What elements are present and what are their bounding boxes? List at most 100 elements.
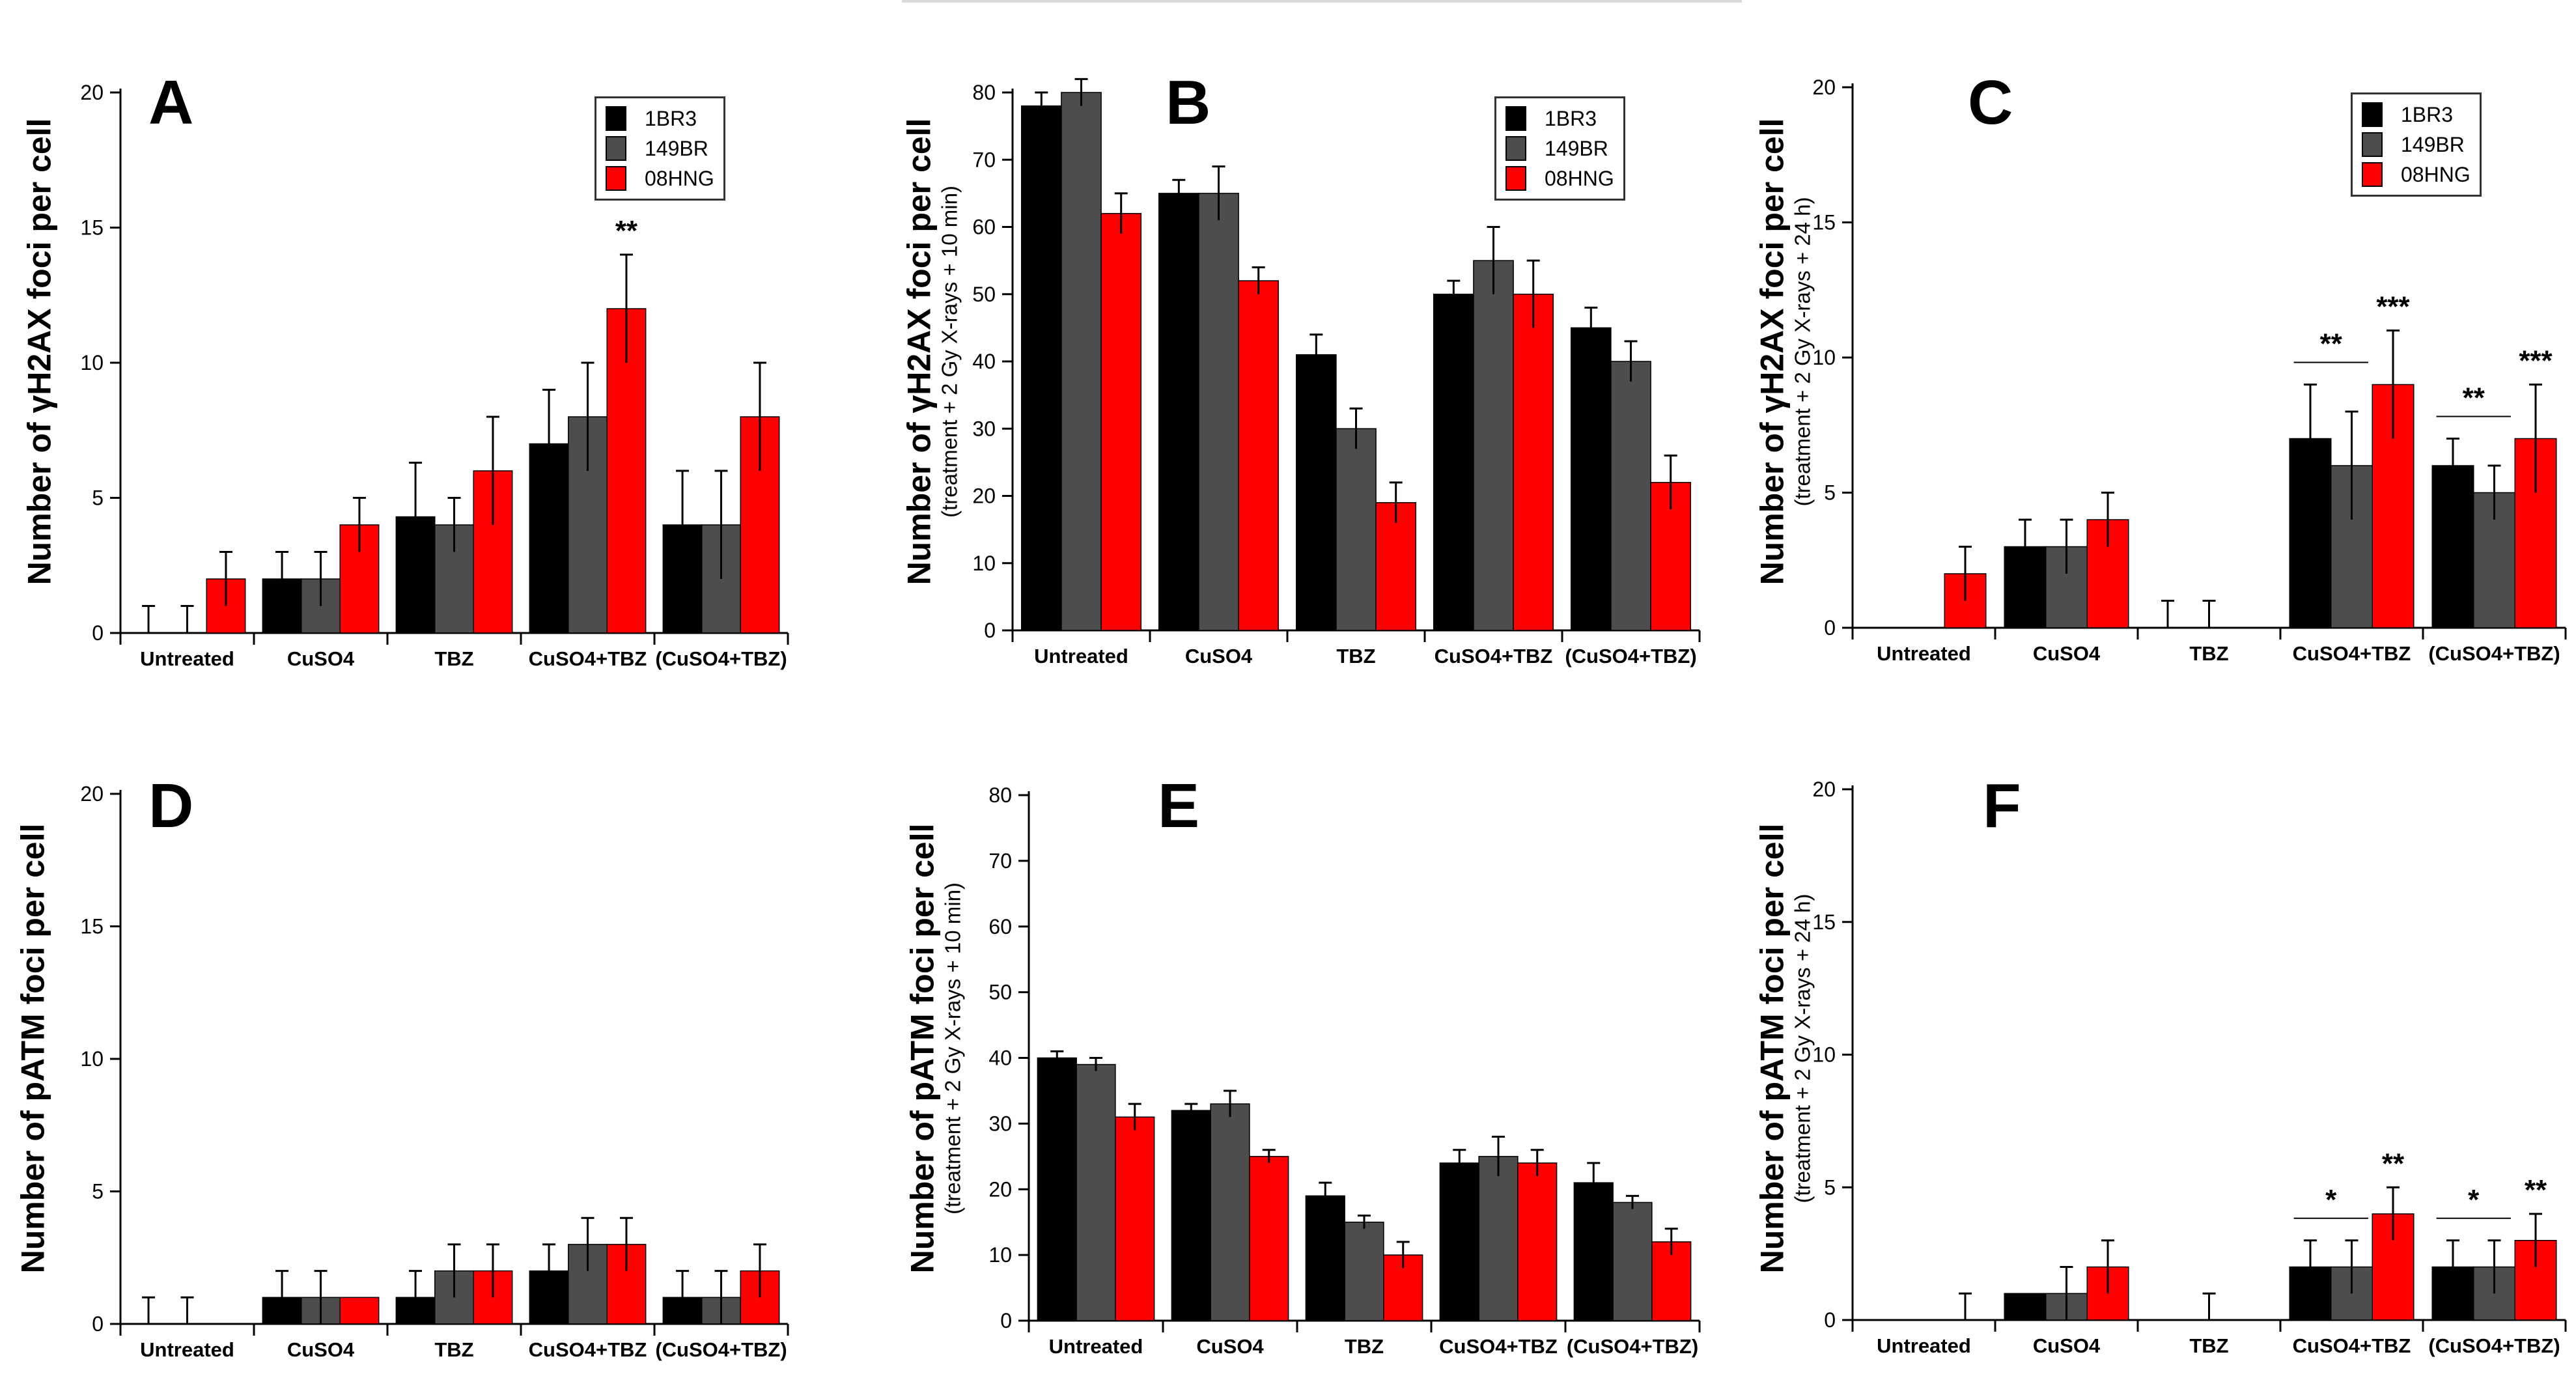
panel-f: Number of pATM foci per cell (treatment … — [1719, 710, 2576, 1391]
y-tick-label: 5 — [1824, 1175, 1836, 1199]
x-tick-label: (CuSO4+TBZ) — [2428, 642, 2560, 665]
x-tick-label: TBZ — [434, 647, 473, 670]
panel-e-letter: E — [1158, 771, 1200, 841]
significance-marker: * — [2325, 1184, 2337, 1216]
bar — [1375, 502, 1417, 631]
significance-marker: ** — [2320, 328, 2343, 360]
bar — [339, 1297, 380, 1325]
y-tick-label: 60 — [988, 915, 1012, 938]
y-tick-label: 20 — [80, 81, 104, 104]
bar — [2086, 519, 2129, 628]
x-tick-label: (CuSO4+TBZ) — [1567, 1335, 1698, 1358]
panel-c-letter: C — [1968, 68, 2013, 137]
y-tick-label: 0 — [92, 621, 104, 645]
bar — [1570, 327, 1612, 631]
panel-a-letter: A — [148, 68, 194, 137]
legend-swatch-1br3 — [606, 106, 626, 131]
y-tick-label: 5 — [92, 1180, 104, 1203]
panel-b-letter: B — [1166, 68, 1211, 137]
y-tick-label: 10 — [1812, 1043, 1836, 1067]
legend-swatch-08hng — [606, 166, 626, 191]
legend-entry: 1BR3 — [1505, 104, 1614, 133]
legend-swatch-1br3 — [1505, 106, 1526, 131]
y-tick-label: 0 — [1000, 1309, 1012, 1332]
legend-entry: 149BR — [606, 133, 714, 163]
panel-c-plot: 0 5 10 15 20 Untreated CuSO4 TBZ CuSO4+TBZ (CuSO4… — [1812, 76, 2567, 665]
significance-marker: ** — [2525, 1174, 2547, 1206]
bar — [1171, 1110, 1211, 1321]
y-tick-label: 80 — [988, 783, 1012, 807]
panel-c-legend: 1BR3 149BR 08HNG — [2351, 92, 2482, 197]
x-tick-label: TBZ — [1336, 645, 1375, 667]
y-tick-label: 50 — [972, 283, 996, 306]
panel-d-plot: 0 5 10 15 20 Untreated CuSO4 TBZ CuSO4+TBZ (CuSO4… — [80, 782, 789, 1361]
bar — [1076, 1063, 1116, 1321]
y-tick-label: 20 — [80, 782, 104, 806]
x-tick-label: CuSO4 — [287, 647, 355, 670]
legend-entry: 08HNG — [2362, 160, 2471, 190]
x-tick-label: CuSO4+TBZ — [529, 647, 647, 670]
x-tick-label: CuSO4 — [2033, 1334, 2101, 1357]
y-tick-label: 10 — [80, 1047, 104, 1071]
y-tick-label: 40 — [972, 350, 996, 373]
y-tick-label: 30 — [988, 1112, 1012, 1135]
significance-marker: *** — [2519, 345, 2553, 377]
x-tick-label: (CuSO4+TBZ) — [655, 1338, 787, 1361]
bar — [1517, 1162, 1558, 1321]
x-tick-label: CuSO4 — [1196, 1335, 1264, 1358]
x-tick-label: (CuSO4+TBZ) — [1565, 645, 1696, 667]
y-tick-label: 20 — [988, 1177, 1012, 1201]
panel-c: Number of γH2AX foci per cell (treatment… — [1719, 0, 2576, 697]
panel-d: Number of pATM foci per cell D 0 5 10 15 20 U… — [0, 710, 860, 1391]
bar — [1249, 1156, 1289, 1321]
x-tick-label: TBZ — [1345, 1335, 1384, 1358]
panel-e-plot: 0 10 20 30 40 50 60 70 80 Untreated CuSO4 TBZ CuSO4+… — [988, 783, 1701, 1358]
bar — [1020, 105, 1062, 631]
y-tick-label: 0 — [984, 619, 996, 642]
x-tick-label: CuSO4 — [287, 1338, 355, 1361]
x-tick-label: TBZ — [2189, 642, 2228, 665]
y-tick-label: 20 — [972, 485, 996, 508]
y-tick-label: 20 — [1812, 778, 1836, 801]
bar — [473, 470, 513, 634]
legend-swatch-149br — [1505, 136, 1526, 161]
y-tick-label: 0 — [92, 1312, 104, 1336]
significance-marker: ** — [2463, 382, 2485, 414]
bar — [1573, 1182, 1614, 1321]
legend-entry: 149BR — [1505, 133, 1614, 163]
x-tick-label: Untreated — [140, 1338, 234, 1361]
x-tick-label: CuSO4+TBZ — [1439, 1335, 1558, 1358]
legend-swatch-08hng — [1505, 166, 1526, 191]
bar — [1344, 1221, 1384, 1321]
bar — [2004, 1293, 2047, 1321]
bar — [1100, 213, 1142, 631]
panel-b-legend: 1BR3 149BR 08HNG — [1494, 96, 1625, 201]
x-tick-label: (CuSO4+TBZ) — [655, 647, 787, 670]
y-tick-label: 20 — [1812, 76, 1836, 99]
panel-a-plot: 0 5 10 15 20 Untreated CuSO4 TBZ CuSO4+TBZ (CuSO4… — [80, 81, 789, 670]
x-tick-label: TBZ — [434, 1338, 473, 1361]
bar — [1612, 1201, 1653, 1321]
panel-e: Number of pATM foci per cell (treatment … — [860, 710, 1719, 1391]
y-tick-label: 10 — [972, 552, 996, 575]
x-tick-label: TBZ — [2189, 1334, 2228, 1357]
x-tick-label: CuSO4+TBZ — [529, 1338, 647, 1361]
y-tick-label: 70 — [972, 148, 996, 171]
bar — [1305, 1195, 1345, 1321]
y-tick-label: 15 — [1812, 211, 1836, 234]
x-tick-label: CuSO4+TBZ — [2293, 1334, 2411, 1357]
y-tick-label: 30 — [972, 417, 996, 440]
x-tick-label: CuSO4 — [2033, 642, 2101, 665]
legend-entry: 08HNG — [606, 163, 714, 193]
y-tick-label: 0 — [1824, 616, 1836, 639]
panel-b-plot: 0 10 20 30 40 50 60 70 80 Untreated CuSO4 TBZ CuSO4+… — [972, 77, 1701, 667]
x-tick-label: CuSO4+TBZ — [2293, 642, 2411, 665]
y-tick-label: 10 — [1812, 346, 1836, 369]
significance-marker: ** — [2382, 1147, 2405, 1179]
bar — [1238, 280, 1280, 631]
y-tick-label: 50 — [988, 981, 1012, 1004]
significance-marker: *** — [2376, 291, 2410, 323]
y-tick-label: 70 — [988, 849, 1012, 873]
y-tick-label: 15 — [80, 915, 104, 938]
